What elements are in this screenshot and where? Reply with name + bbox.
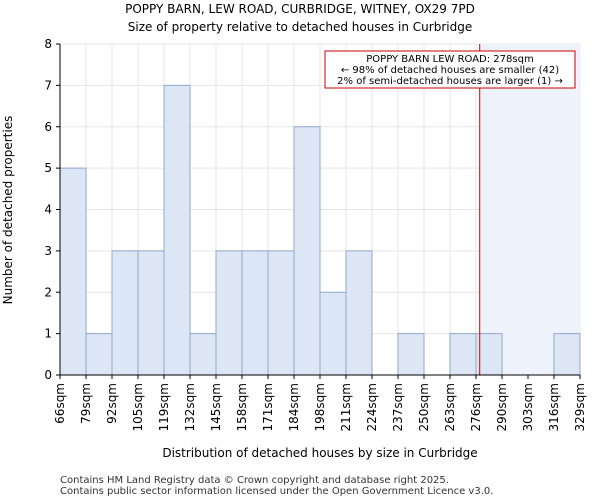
x-tick-label: 184sqm: [287, 383, 301, 431]
x-tick-label: 132sqm: [183, 383, 197, 431]
y-tick-label: 8: [44, 37, 52, 51]
annotation-border: [324, 50, 576, 89]
x-tick-label: 263sqm: [443, 383, 457, 431]
x-tick-label: 329sqm: [573, 383, 587, 431]
x-tick-label: 158sqm: [235, 383, 249, 431]
x-ticks: 66sqm 79sqm 92sqm 105sqm 119sqm 132sqm 145sqm 1…: [53, 375, 587, 431]
annotation-box: POPPY BARN LEW ROAD: 278sqm ← 98% of det…: [324, 50, 576, 89]
bar: [319, 291, 347, 376]
x-tick-label: 224sqm: [365, 383, 379, 431]
highlight-region: [479, 44, 580, 375]
x-tick-label: 145sqm: [209, 383, 223, 431]
y-axis-label: Number of detached properties: [1, 116, 15, 305]
x-tick-label: 276sqm: [469, 383, 483, 431]
x-tick-label: 198sqm: [313, 383, 327, 431]
y-tick-label: 1: [44, 327, 52, 341]
bar: [163, 84, 191, 376]
y-tick-label: 4: [44, 203, 52, 217]
y-ticks: 0 1 2 3 4 5 6 7 8: [44, 37, 60, 382]
footer-line-2: Contains public sector information licen…: [60, 486, 493, 497]
y-tick-label: 7: [44, 78, 52, 92]
x-axis-label: Distribution of detached houses by size …: [162, 446, 477, 460]
chart-subtitle: Size of property relative to detached ho…: [128, 20, 472, 34]
highlight-layer: [479, 44, 580, 375]
bar: [137, 250, 165, 376]
x-tick-label: 303sqm: [521, 383, 535, 431]
annotation-line-3: 2% of semi-detached houses are larger (1…: [337, 76, 563, 87]
x-tick-label: 105sqm: [131, 383, 145, 431]
y-tick-label: 2: [44, 285, 52, 299]
bar: [397, 333, 425, 376]
x-tick-label: 250sqm: [417, 383, 431, 431]
x-tick-label: 290sqm: [495, 383, 509, 431]
bar: [59, 167, 87, 376]
x-tick-label: 79sqm: [79, 383, 93, 424]
x-tick-label: 171sqm: [261, 383, 275, 431]
x-tick-label: 316sqm: [547, 383, 561, 431]
annotation-line-2: ← 98% of detached houses are smaller (42…: [341, 65, 559, 76]
bar: [85, 333, 113, 376]
bar: [449, 333, 477, 376]
x-tick-label: 92sqm: [105, 383, 119, 424]
annotation-line-1: POPPY BARN LEW ROAD: 278sqm: [366, 54, 533, 65]
x-tick-label: 237sqm: [391, 383, 405, 431]
footer-line-1: Contains HM Land Registry data © Crown c…: [60, 475, 449, 486]
y-tick-label: 5: [44, 161, 52, 175]
x-tick-label: 119sqm: [157, 383, 171, 431]
bar: [267, 250, 295, 376]
bar: [189, 333, 217, 376]
bar: [345, 250, 373, 376]
bar: [241, 250, 269, 376]
bar: [293, 126, 321, 376]
bar: [111, 250, 139, 376]
x-tick-label: 66sqm: [53, 383, 67, 424]
bar: [553, 333, 581, 376]
x-tick-label: 211sqm: [339, 383, 353, 431]
y-tick-label: 6: [44, 120, 52, 134]
bars-layer: [59, 84, 581, 376]
bar: [215, 250, 243, 376]
y-tick-label: 0: [44, 368, 52, 382]
chart-title: POPPY BARN, LEW ROAD, CURBRIDGE, WITNEY,…: [125, 2, 475, 16]
y-tick-label: 3: [44, 244, 52, 258]
